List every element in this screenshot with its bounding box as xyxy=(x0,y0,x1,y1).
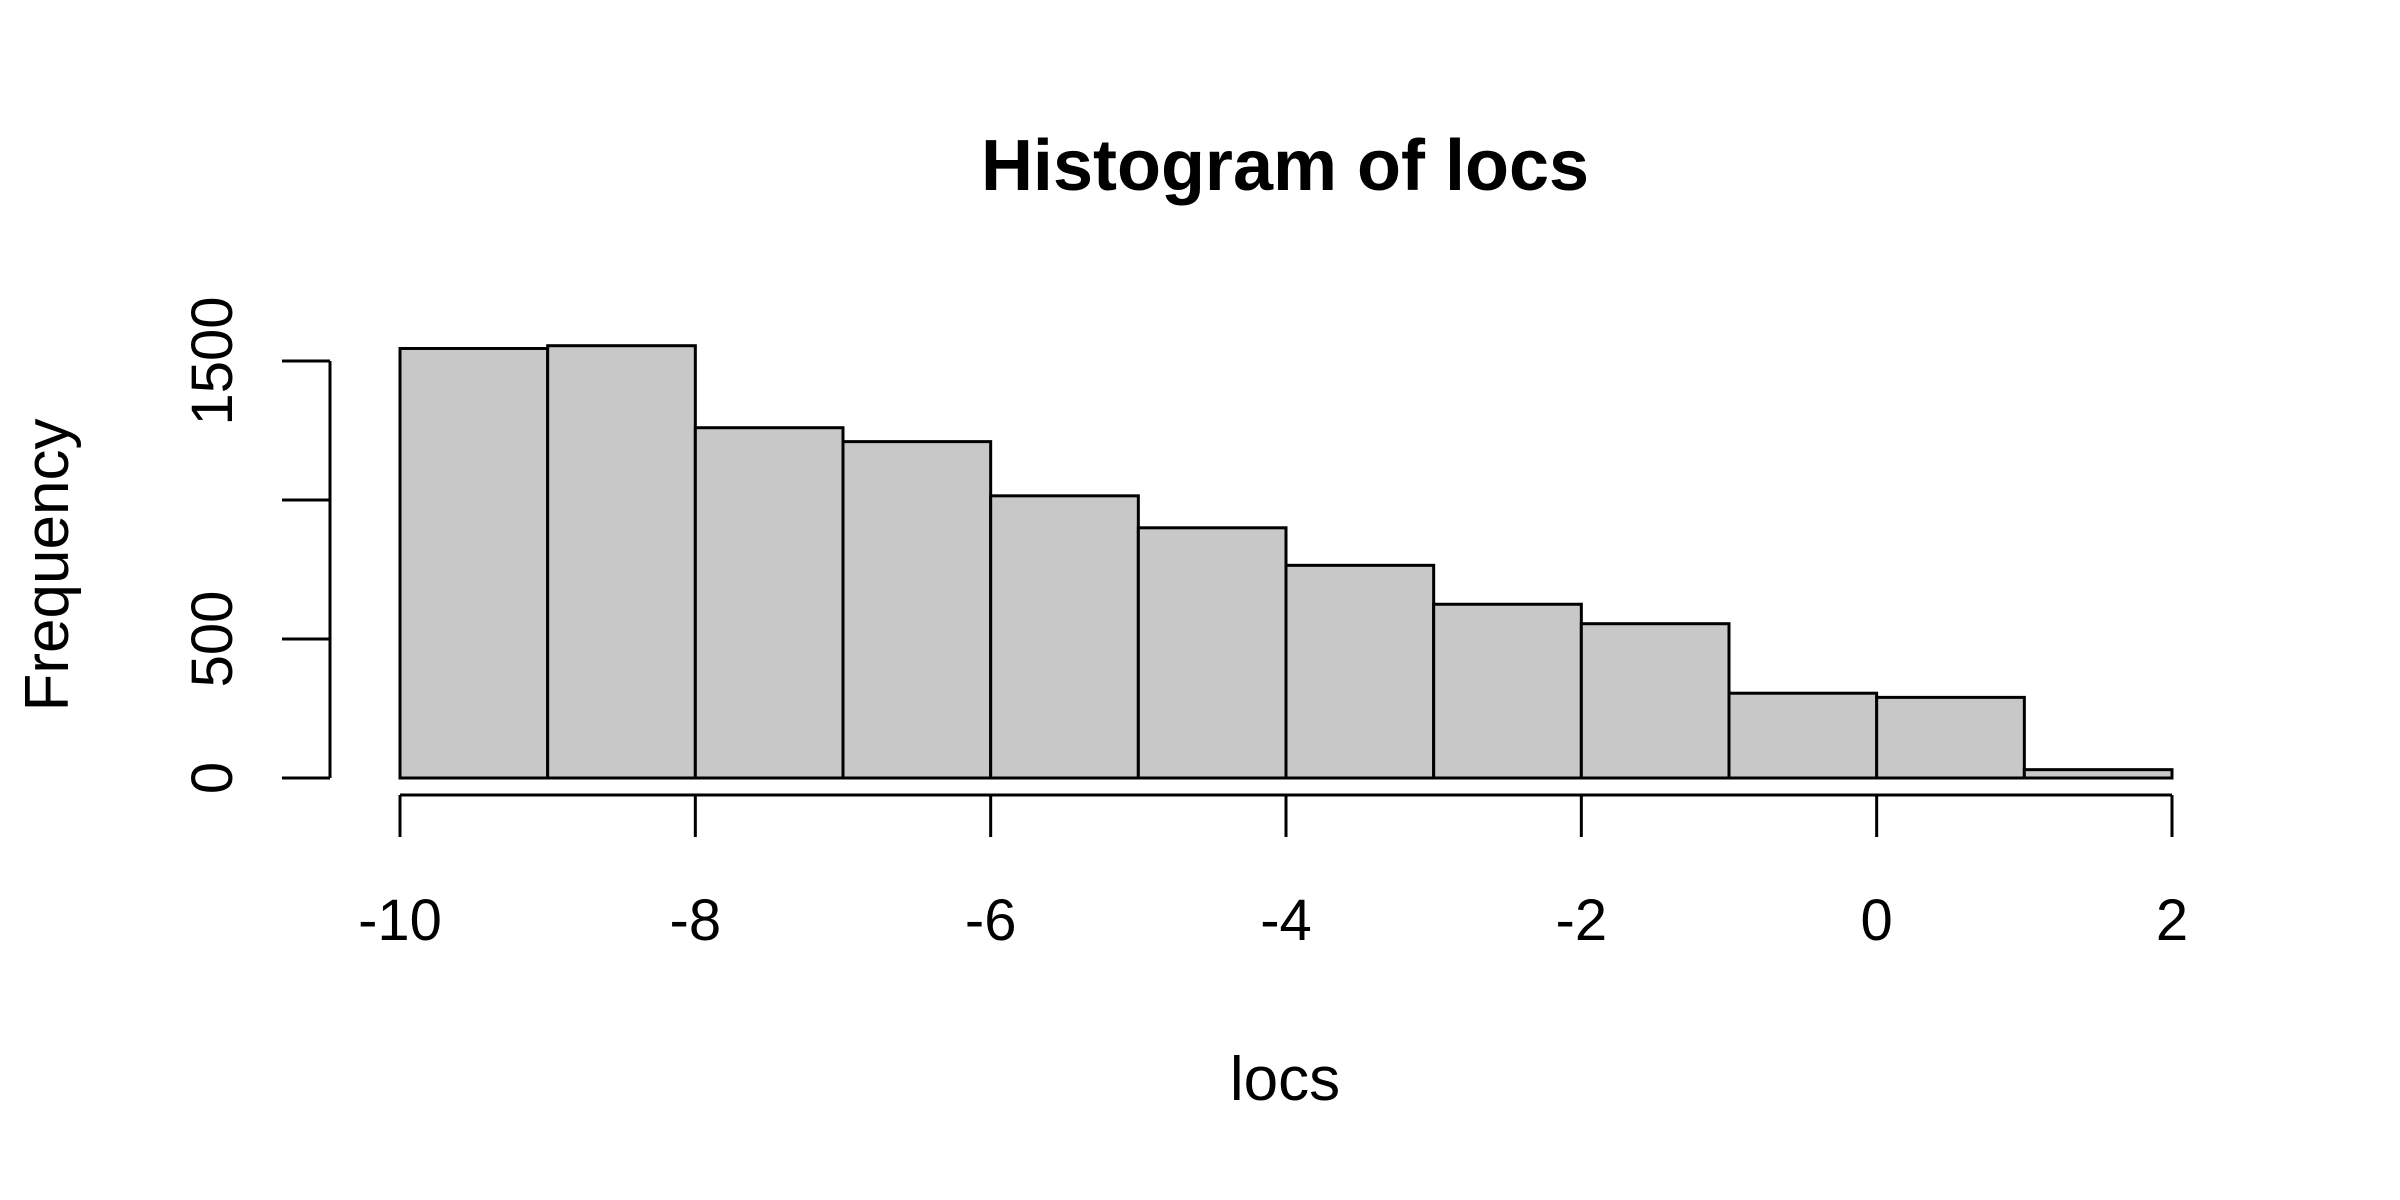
histogram-bar xyxy=(1727,691,1879,780)
histogram-bar xyxy=(1284,563,1436,780)
y-tick-label: 0 xyxy=(180,762,245,794)
histogram-bar xyxy=(546,344,697,780)
y-axis-label: Frequency xyxy=(13,419,82,712)
histogram-bars xyxy=(398,344,2174,780)
histogram-bar xyxy=(841,440,993,780)
y-tick-label: 1500 xyxy=(180,296,245,425)
y-tick-label: 500 xyxy=(180,591,245,688)
histogram-bar xyxy=(1136,526,1288,780)
histogram-bar xyxy=(989,494,1140,780)
histogram-bar xyxy=(1875,695,2026,780)
x-tick-label: -6 xyxy=(965,888,1017,953)
chart-title: Histogram of locs xyxy=(981,126,1589,206)
x-axis: -10 -8 -6 -4 -2 0 2 xyxy=(358,793,2188,953)
histogram-bar xyxy=(398,346,550,780)
histogram-bar xyxy=(1432,602,1583,780)
x-tick-label: -2 xyxy=(1556,888,1608,953)
x-tick-label: -10 xyxy=(358,888,442,953)
histogram-bar xyxy=(2022,768,2174,780)
x-tick-label: -8 xyxy=(670,888,722,953)
x-tick-label: 2 xyxy=(2156,888,2188,953)
x-tick-label: -4 xyxy=(1260,888,1312,953)
y-axis: 0 500 1500 xyxy=(180,296,332,794)
x-tick-label: 0 xyxy=(1861,888,1893,953)
histogram-bar xyxy=(1579,622,1731,780)
histogram-bar xyxy=(693,426,845,780)
x-axis-label: locs xyxy=(1230,1045,1340,1114)
